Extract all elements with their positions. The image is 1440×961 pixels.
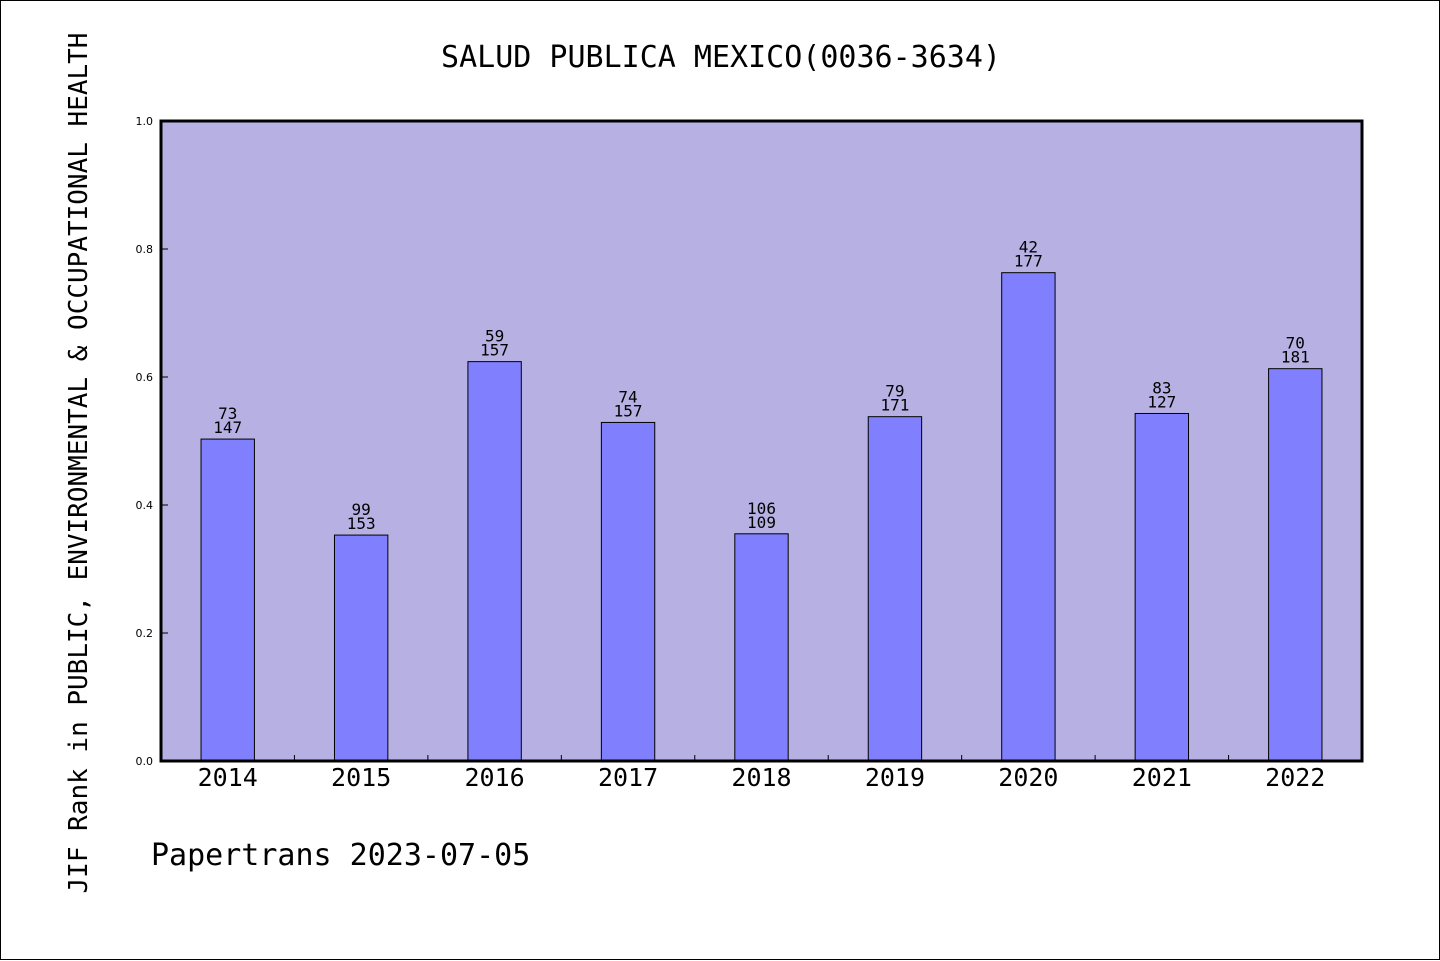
bars-layer bbox=[200, 272, 1323, 762]
data-label-rank-2022: 70 bbox=[1286, 334, 1305, 353]
data-label-total-2015: 153 bbox=[347, 514, 376, 533]
bar-2020 bbox=[1001, 272, 1056, 762]
bar-2018 bbox=[734, 533, 789, 762]
data-label-total-2018: 109 bbox=[747, 513, 776, 532]
y-tick-label-0: 0.0 bbox=[136, 755, 154, 768]
data-label-rank-2016: 59 bbox=[485, 327, 504, 346]
y-axis-label: JIF Rank in PUBLIC, ENVIRONMENTAL & OCCU… bbox=[64, 33, 94, 894]
data-label-rank-2019: 79 bbox=[885, 382, 904, 401]
x-tick-label-2018: 2018 bbox=[731, 763, 791, 792]
bar-2014 bbox=[200, 438, 255, 762]
data-label-rank-2015: 99 bbox=[352, 500, 371, 519]
bar-2021 bbox=[1134, 412, 1190, 762]
data-label-rank-2021: 83 bbox=[1152, 378, 1171, 397]
x-tick-label-2015: 2015 bbox=[331, 763, 391, 792]
x-tick-label-2014: 2014 bbox=[198, 763, 258, 792]
bar-2015 bbox=[333, 534, 389, 762]
x-tick-label-2021: 2021 bbox=[1132, 763, 1192, 792]
data-labels-layer: 7314799153591577415710610979171421778312… bbox=[213, 238, 1309, 533]
y-tick-label-1: 0.2 bbox=[136, 627, 154, 640]
axes-layer: 2014 2015 2016 2017 2018 2019 2020 2021 2022 0.0 0… bbox=[136, 115, 1326, 792]
plot-border bbox=[159, 119, 1364, 763]
chart-title: SALUD PUBLICA MEXICO(0036-3634) bbox=[441, 40, 1001, 75]
bar-2016 bbox=[467, 361, 522, 762]
y-tick-label-5: 1.0 bbox=[136, 115, 154, 128]
data-label-rank-2020: 42 bbox=[1019, 238, 1038, 257]
data-label-total-2022: 181 bbox=[1281, 348, 1310, 367]
data-label-rank-2017: 74 bbox=[618, 387, 637, 406]
x-tick-label-2017: 2017 bbox=[598, 763, 658, 792]
data-label-rank-2014: 73 bbox=[218, 404, 237, 423]
bar-2017 bbox=[600, 421, 656, 762]
y-tick-label-2: 0.4 bbox=[136, 499, 154, 512]
x-tick-label-2020: 2020 bbox=[998, 763, 1058, 792]
y-tick-label-3: 0.6 bbox=[136, 371, 154, 384]
bar-2019 bbox=[867, 416, 923, 762]
data-label-total-2016: 157 bbox=[480, 341, 509, 360]
y-tick-label-4: 0.8 bbox=[136, 243, 154, 256]
data-label-total-2014: 147 bbox=[213, 418, 242, 437]
data-label-total-2019: 171 bbox=[880, 396, 909, 415]
data-label-total-2020: 177 bbox=[1014, 252, 1043, 271]
data-label-total-2017: 157 bbox=[614, 401, 643, 420]
data-label-total-2021: 127 bbox=[1147, 392, 1176, 411]
x-tick-label-2016: 2016 bbox=[465, 763, 525, 792]
data-label-rank-2018: 106 bbox=[747, 499, 776, 518]
footer-credit: Papertrans 2023-07-05 bbox=[151, 838, 530, 873]
bar-2022 bbox=[1268, 368, 1323, 762]
x-tick-label-2019: 2019 bbox=[865, 763, 925, 792]
x-tick-label-2022: 2022 bbox=[1265, 763, 1325, 792]
